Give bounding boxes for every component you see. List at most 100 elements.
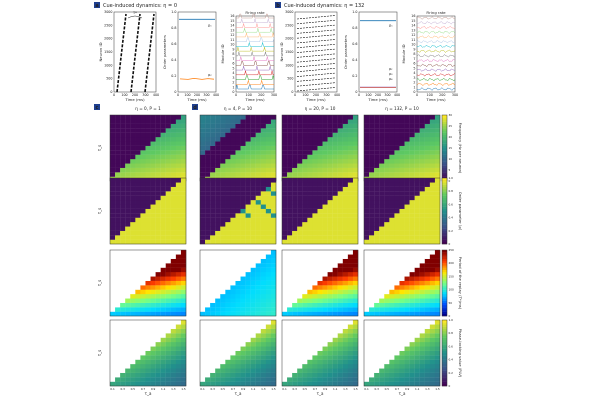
heatmap-cell — [245, 298, 251, 303]
heatmap-cell — [180, 178, 187, 183]
colorbar-frame — [441, 177, 448, 245]
heatmap-cell — [155, 377, 161, 382]
heatmap-cell — [115, 119, 121, 124]
heatmap-cell — [374, 276, 380, 281]
heatmap-cell — [215, 337, 221, 343]
heatmap-cell — [337, 145, 343, 151]
heatmap-cell — [429, 324, 436, 329]
heatmap-cell — [165, 186, 171, 192]
y-tick-label: 3000 — [285, 10, 293, 14]
heatmap-cell — [220, 178, 226, 183]
heatmap-cell — [255, 276, 261, 281]
heatmap-cell — [130, 337, 136, 343]
heatmap-cell — [115, 311, 121, 317]
heatmap-cell — [384, 294, 390, 299]
heatmap-cell — [384, 195, 390, 201]
heatmap-cell — [265, 128, 272, 133]
heatmap-cell — [155, 235, 161, 240]
heatmap-cell — [312, 298, 318, 303]
heatmap-cell — [342, 200, 349, 205]
heatmap-cell — [235, 235, 241, 240]
module-rate-line — [235, 75, 275, 80]
heatmap-cell — [282, 213, 288, 218]
heatmap-cell — [265, 235, 272, 240]
heatmap-cell — [270, 250, 277, 255]
heatmap-cell — [317, 226, 323, 231]
heatmap-cell — [292, 298, 298, 303]
heatmap-cell — [384, 342, 390, 347]
heatmap-cell — [312, 350, 318, 356]
heatmap-cell — [424, 172, 431, 177]
heatmap-cell — [180, 263, 187, 268]
heatmap-cell — [135, 230, 141, 236]
colorbar-segment — [442, 121, 447, 124]
heatmap-cell — [240, 258, 246, 264]
heatmap-cell — [282, 302, 288, 308]
heatmap-cell — [317, 289, 323, 295]
heatmap-cell — [414, 355, 420, 360]
heatmap-cell — [332, 355, 338, 360]
heatmap-cell — [434, 289, 441, 295]
heatmap-cell — [140, 368, 146, 373]
heatmap-cell — [322, 163, 328, 168]
heatmap-cell — [135, 311, 141, 317]
heatmap-cell — [235, 182, 241, 187]
x-axis-label: Time (ms) — [186, 97, 207, 102]
heatmap-cell — [180, 324, 187, 329]
heatmap-cell — [115, 115, 121, 120]
heatmap-cell — [307, 230, 313, 236]
heatmap-cell — [245, 289, 251, 295]
heatmap-cell — [220, 182, 226, 187]
heatmap-cell — [287, 333, 293, 338]
heatmap-cell — [130, 217, 136, 223]
heatmap-cell — [245, 307, 251, 312]
heatmap-cell — [282, 294, 288, 299]
heatmap-cell — [337, 254, 343, 259]
heatmap-cell — [210, 346, 216, 351]
heatmap-cell — [287, 137, 293, 142]
heatmap-cell — [215, 182, 221, 187]
heatmap-cell — [230, 267, 236, 273]
heatmap-cell — [255, 123, 261, 129]
heatmap-cell — [260, 254, 267, 259]
heatmap-cell — [265, 222, 272, 227]
heatmap-cell — [287, 132, 293, 138]
heatmap-cell — [394, 154, 400, 160]
heatmap-cell — [205, 137, 211, 142]
heatmap-cell — [240, 359, 246, 365]
heatmap-cell — [230, 368, 236, 373]
heatmap-cell — [337, 239, 343, 245]
heatmap-cell — [434, 298, 441, 303]
heatmap-cell — [150, 285, 156, 290]
heatmap-cell — [352, 342, 359, 347]
heatmap-cell — [337, 226, 343, 231]
heatmap-cell — [292, 294, 298, 299]
heatmap-cell — [389, 239, 395, 245]
heatmap-cell — [270, 137, 277, 142]
heatmap-cell — [135, 359, 141, 365]
heatmap-cell — [250, 230, 256, 236]
heatmap-cell — [220, 115, 226, 120]
heatmap-cell — [255, 289, 261, 295]
heatmap-cell — [110, 359, 116, 365]
heatmap-cell — [322, 208, 328, 214]
heatmap-cell — [374, 222, 380, 227]
y-tick-label: 5 — [232, 66, 234, 70]
heatmap-cell — [352, 239, 359, 245]
heatmap-cell — [250, 208, 256, 214]
heatmap-cell — [170, 239, 177, 245]
heatmap-cell — [424, 178, 431, 183]
heatmap-cell — [130, 137, 136, 142]
heatmap-cell — [120, 204, 126, 209]
heatmap-cell — [409, 154, 415, 160]
heatmap-cell — [235, 285, 241, 290]
heatmap-cell — [347, 217, 354, 223]
heatmap-cell — [245, 355, 251, 360]
heatmap-cell — [245, 254, 251, 259]
heatmap-cell — [327, 324, 333, 329]
heatmap-cell — [235, 128, 241, 133]
heatmap-cell — [240, 250, 246, 255]
heatmap-cell — [110, 137, 116, 142]
heatmap-cell — [292, 137, 298, 142]
heatmap-cell — [255, 263, 261, 268]
